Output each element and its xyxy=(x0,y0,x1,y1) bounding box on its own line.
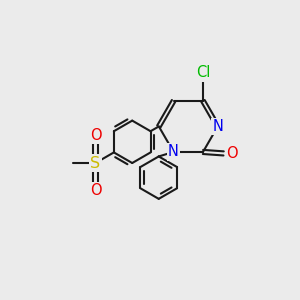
Text: Cl: Cl xyxy=(196,65,210,80)
Text: N: N xyxy=(168,144,179,159)
Text: N: N xyxy=(212,119,223,134)
Text: O: O xyxy=(90,128,101,143)
Text: O: O xyxy=(90,183,101,198)
Text: O: O xyxy=(226,146,238,161)
Text: S: S xyxy=(90,155,100,170)
